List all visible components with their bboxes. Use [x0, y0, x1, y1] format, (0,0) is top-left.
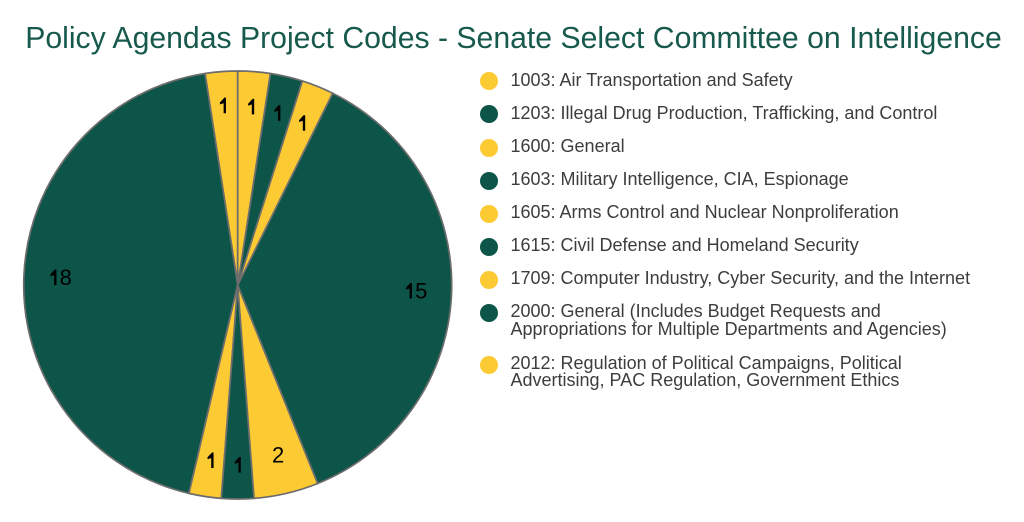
svg-text:5: 5 — [415, 278, 427, 303]
svg-text:8: 8 — [60, 265, 72, 290]
svg-text:2: 2 — [272, 443, 284, 468]
